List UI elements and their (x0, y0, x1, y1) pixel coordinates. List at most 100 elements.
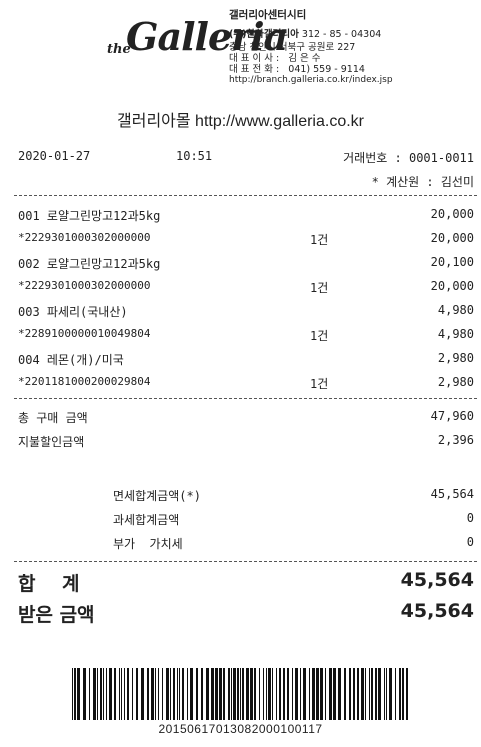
barcode-bar (72, 668, 73, 720)
barcode-bar (173, 668, 175, 720)
barcode-bar (295, 668, 298, 720)
barcode-bar (259, 668, 260, 720)
barcode-bar (114, 668, 116, 720)
ceo-line: 대 표 이 사 : 김 은 수 (229, 53, 321, 64)
barcode-bar (196, 668, 198, 720)
barcode-bar (187, 668, 188, 720)
phone-label: 대 표 전 화 : (229, 64, 280, 75)
barcode-bar (272, 668, 273, 720)
barcode-bar (77, 668, 80, 720)
store-name: 갤러리아센터시티 (229, 9, 307, 21)
barcode-bar (287, 668, 289, 720)
barcode-bar (127, 668, 129, 720)
barcode-bar (349, 668, 351, 720)
divider (14, 398, 477, 399)
barcode-bar (231, 668, 232, 720)
discount-label: 지불할인금액 (18, 435, 85, 449)
barcode-bar (206, 668, 209, 720)
barcode-bar (240, 668, 241, 720)
sum-label: 합 계 (18, 573, 80, 595)
barcode-bar (89, 668, 90, 720)
barcode-bar (303, 668, 306, 720)
barcode-bar (402, 668, 404, 720)
item-name: 003 파세리(국내산) (18, 305, 128, 319)
barcode-bar (100, 668, 102, 720)
barcode-bar (312, 668, 315, 720)
barcode-bar (325, 668, 326, 720)
barcode-bar (215, 668, 218, 720)
store-address: 충남 천안시 서북구 공원로 227 (229, 42, 356, 53)
barcode-bar (228, 668, 230, 720)
received-label: 받은 금액 (18, 604, 95, 626)
barcode-bar (121, 668, 122, 720)
barcode-bar (316, 668, 319, 720)
barcode-bar (74, 668, 76, 720)
phone-number: 041) 559 - 9114 (288, 64, 365, 75)
barcode-bar (371, 668, 373, 720)
barcode-bar (329, 668, 332, 720)
barcode-bar (141, 668, 144, 720)
barcode (72, 668, 408, 720)
barcode-bar (263, 668, 264, 720)
item-quantity: 1건 (310, 281, 329, 295)
barcode-bar (93, 668, 96, 720)
barcode-bar (219, 668, 222, 720)
receipt-time: 10:51 (176, 149, 213, 163)
sum-value: 45,564 (400, 569, 474, 591)
barcode-bar (201, 668, 203, 720)
barcode-bar (179, 668, 180, 720)
cashier: * 계산원 : 김선미 (371, 175, 474, 189)
barcode-bar (97, 668, 98, 720)
barcode-bar (406, 668, 408, 720)
barcode-bar (151, 668, 154, 720)
barcode-bar (353, 668, 355, 720)
barcode-bar (292, 668, 293, 720)
barcode-bar (242, 668, 244, 720)
item-code: *2229301000302000000 (18, 279, 151, 292)
item-amount: 4,980 (437, 327, 474, 341)
item-amount: 20,000 (430, 279, 474, 293)
item-quantity: 1건 (310, 233, 329, 247)
divider (14, 561, 477, 562)
barcode-bar (237, 668, 239, 720)
item-name-price: 4,980 (437, 303, 474, 317)
vat-value: 0 (466, 535, 474, 549)
barcode-bar (223, 668, 225, 720)
item-name: 002 로얄그린망고12과5kg (18, 257, 161, 271)
barcode-bar (357, 668, 359, 720)
barcode-bar (279, 668, 281, 720)
item-amount: 20,000 (430, 231, 474, 245)
barcode-bar (109, 668, 112, 720)
barcode-bar (106, 668, 107, 720)
item-name-price: 20,000 (430, 207, 474, 221)
barcode-bar (103, 668, 104, 720)
barcode-bar (211, 668, 214, 720)
barcode-number: 20150617013082000100117 (158, 722, 323, 736)
barcode-bar (162, 668, 163, 720)
ceo-name: 김 은 수 (288, 53, 321, 64)
taxable-label: 과세합계금액 (113, 513, 180, 527)
galleria-logo: Galleria (126, 14, 288, 59)
store-url: http://branch.galleria.co.kr/index.jsp (229, 75, 393, 85)
item-quantity: 1건 (310, 377, 329, 391)
barcode-bar (119, 668, 120, 720)
taxfree-value: 45,564 (430, 487, 474, 501)
barcode-bar (395, 668, 396, 720)
divider (14, 195, 477, 196)
barcode-bar (124, 668, 125, 720)
barcode-bar (389, 668, 392, 720)
barcode-bar (338, 668, 341, 720)
barcode-bar (399, 668, 401, 720)
barcode-bar (177, 668, 178, 720)
total-label: 총 구매 금액 (18, 411, 88, 425)
barcode-bar (386, 668, 387, 720)
item-name: 004 레몬(개)/미국 (18, 353, 124, 367)
barcode-bar (369, 668, 370, 720)
mall-line: 갤러리아몰 http://www.galleria.co.kr (117, 113, 364, 130)
discount-value: 2,396 (437, 433, 474, 447)
ceo-label: 대 표 이 사 : (229, 53, 280, 64)
barcode-bar (158, 668, 159, 720)
item-code: *2201181000200029804 (18, 375, 151, 388)
barcode-bar (246, 668, 249, 720)
item-amount: 2,980 (437, 375, 474, 389)
